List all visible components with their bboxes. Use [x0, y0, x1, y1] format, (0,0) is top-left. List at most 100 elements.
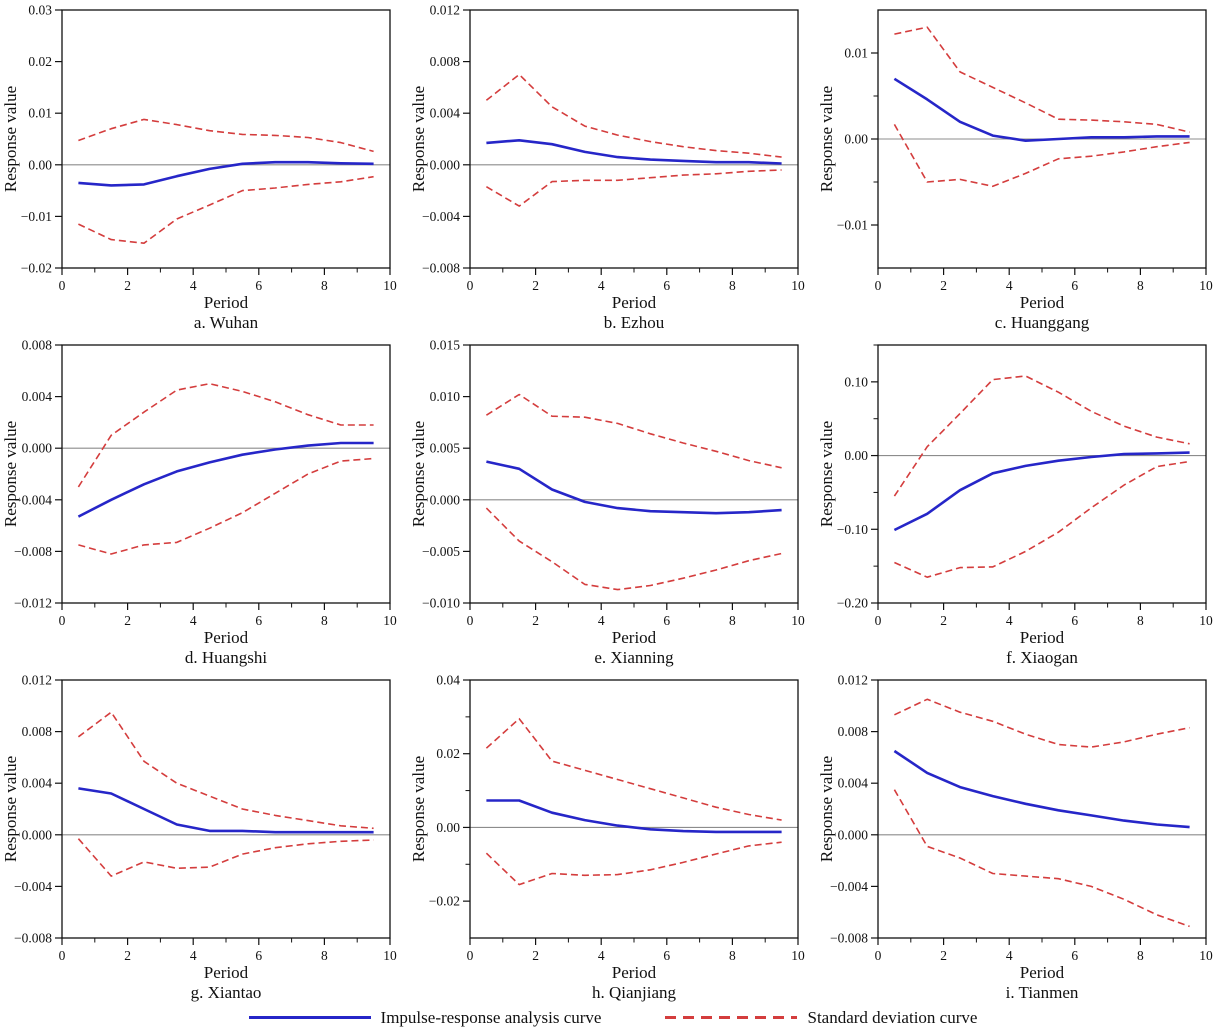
y-tick-label: −0.004 [422, 209, 460, 224]
y-tick-label: −0.01 [837, 218, 868, 233]
y-axis-label: Response value [409, 86, 428, 192]
impulse-response-curve [893, 77, 1190, 142]
y-tick-label: −0.01 [21, 209, 52, 224]
x-tick-label: 6 [663, 613, 670, 628]
y-tick-label: 0.000 [430, 157, 461, 172]
stddev-lower-curve [485, 841, 782, 886]
x-tick-label: 8 [1137, 278, 1144, 293]
y-tick-label: −0.02 [21, 261, 52, 276]
impulse-response-curve [893, 749, 1190, 829]
y-tick-label: −0.008 [422, 261, 460, 276]
y-tick-label: 0.00 [28, 157, 52, 172]
y-tick-label: 0.012 [430, 3, 460, 18]
x-axis-label: Period [204, 628, 249, 647]
stddev-upper-curve [77, 711, 374, 830]
subplot-caption: b. Ezhou [603, 313, 665, 332]
stddev-lower-curve [485, 507, 782, 591]
y-tick-label: 0.008 [430, 54, 461, 69]
x-tick-label: 8 [1137, 613, 1144, 628]
stddev-upper-curve [894, 26, 1190, 133]
x-tick-label: 4 [598, 613, 605, 628]
y-tick-label: −0.005 [422, 544, 460, 559]
x-axis-label: Period [204, 963, 249, 982]
impulse-response-curve [78, 787, 374, 834]
x-tick-label: 10 [383, 278, 397, 293]
y-tick-label: 0.008 [22, 338, 53, 353]
x-tick-label: 2 [940, 613, 947, 628]
y-tick-label: −0.004 [830, 879, 868, 894]
y-tick-label: 0.00 [436, 820, 460, 835]
impulse-response-curve [77, 441, 374, 518]
y-tick-label: −0.012 [14, 596, 52, 611]
subplot-ezhou: 0 2 4 6 8 10 0.012 0.008 0.004 0.000 −0.004 −0.008 P… [408, 0, 816, 335]
x-tick-label: 6 [1071, 948, 1078, 963]
x-tick-label: 6 [255, 278, 262, 293]
x-tick-label: 0 [875, 278, 882, 293]
stddev-lower-curve [893, 124, 1190, 188]
y-tick-label: 0.012 [22, 673, 52, 688]
x-tick-label: 8 [729, 613, 736, 628]
legend-item-impulse: Impulse-response analysis curve [248, 1007, 602, 1028]
stddev-upper-curve [485, 73, 782, 158]
x-tick-label: 0 [59, 278, 66, 293]
x-tick-label: 2 [532, 278, 539, 293]
stddev-lower-curve [78, 457, 374, 555]
subplot-xiaogan: 0 2 4 6 8 10 0.10 0.00 −0.10 −0.20 Period Response … [816, 335, 1224, 670]
x-tick-label: 6 [1071, 278, 1078, 293]
x-tick-label: 4 [1006, 278, 1013, 293]
subplot-qianjiang: 0 2 4 6 8 10 0.04 0.02 0.00 −0.02 Period Response v… [408, 670, 816, 1005]
x-tick-label: 6 [255, 948, 262, 963]
x-tick-label: 2 [124, 613, 131, 628]
subplot-xianning: 0 2 4 6 8 10 0.015 0.010 0.005 0.000 −0.005 −0.010 P… [408, 335, 816, 670]
y-axis-label: Response value [817, 86, 836, 192]
legend-solid-line-icon [248, 1016, 371, 1019]
y-tick-label: −0.008 [830, 931, 868, 946]
x-tick-label: 10 [791, 613, 805, 628]
x-tick-label: 0 [467, 278, 474, 293]
stddev-upper-curve [894, 698, 1190, 748]
x-tick-label: 4 [598, 278, 605, 293]
plot-frame [469, 344, 799, 604]
x-tick-label: 2 [940, 948, 947, 963]
y-tick-label: 0.02 [436, 746, 460, 761]
x-tick-label: 8 [729, 278, 736, 293]
x-tick-label: 0 [467, 948, 474, 963]
y-tick-label: 0.015 [430, 338, 461, 353]
y-tick-label: −0.004 [14, 492, 52, 507]
y-tick-label: 0.000 [22, 441, 53, 456]
y-axis-label: Response value [409, 421, 428, 527]
x-tick-label: 4 [1006, 948, 1013, 963]
chart-canvas-huanggang: 0 2 4 6 8 10 0.01 0.00 −0.01 Period Response value [817, 9, 1213, 312]
x-tick-label: 0 [467, 613, 474, 628]
x-tick-label: 4 [598, 948, 605, 963]
plot-frame [877, 679, 1207, 939]
chart-canvas-xiaogan: 0 2 4 6 8 10 0.10 0.00 −0.10 −0.20 Period Response … [817, 344, 1213, 647]
y-tick-label: 0.008 [838, 724, 869, 739]
subplot-xiantao: 0 2 4 6 8 10 0.012 0.008 0.004 0.000 −0.004 −0.008 P… [0, 670, 408, 1005]
plot-frame [61, 344, 391, 604]
legend-item-stddev: Standard deviation curve [665, 1008, 977, 1028]
x-tick-label: 10 [791, 278, 805, 293]
y-tick-label: 0.010 [430, 389, 461, 404]
legend-dashed-line-icon [665, 1016, 798, 1019]
subplot-caption: a. Wuhan [193, 313, 259, 332]
y-tick-label: 0.008 [22, 724, 53, 739]
stddev-upper-curve [485, 393, 782, 469]
x-tick-label: 8 [321, 948, 328, 963]
y-axis-label: Response value [817, 421, 836, 527]
y-tick-label: 0.000 [430, 492, 461, 507]
subplot-caption: i. Tianmen [1005, 983, 1079, 1002]
y-tick-label: 0.01 [844, 46, 868, 61]
stddev-upper-curve [485, 717, 782, 821]
x-tick-label: 8 [321, 278, 328, 293]
x-tick-label: 10 [383, 948, 397, 963]
legend-label-stddev: Standard deviation curve [807, 1007, 978, 1027]
subplot-huanggang: 0 2 4 6 8 10 0.01 0.00 −0.01 Period Response value… [816, 0, 1224, 335]
impulse-response-curve [893, 451, 1190, 532]
chart-canvas-huangshi: 0 2 4 6 8 10 0.008 0.004 0.000 −0.004 −0.008 −0.012… [1, 338, 397, 648]
legend-label-impulse: Impulse-response analysis curve [380, 1007, 602, 1027]
x-tick-label: 8 [1137, 948, 1144, 963]
x-axis-label: Period [612, 963, 657, 982]
y-tick-label: 0.000 [838, 827, 869, 842]
x-tick-label: 6 [1071, 613, 1078, 628]
